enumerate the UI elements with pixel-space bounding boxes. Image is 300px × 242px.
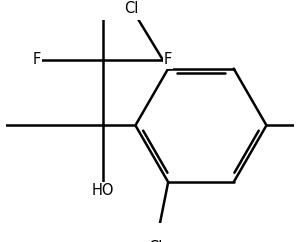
Text: Cl: Cl (124, 1, 139, 16)
Text: HO: HO (92, 183, 114, 198)
Text: F: F (164, 52, 172, 67)
Text: Cl: Cl (148, 240, 162, 242)
Text: F: F (33, 52, 41, 67)
Text: F: F (98, 0, 107, 2)
